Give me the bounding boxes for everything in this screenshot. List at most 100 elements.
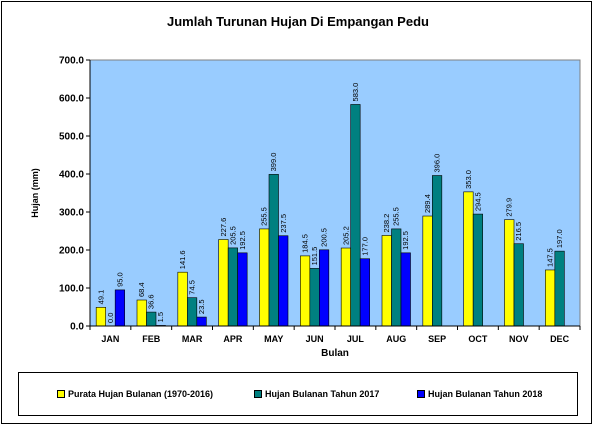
x-tick-label-oct: OCT [468, 334, 488, 344]
bar-dec-series-1 [545, 269, 556, 327]
chart-title: Jumlah Turunan Hujan Di Empangan Pedu [167, 14, 429, 29]
legend-item-series-1: Purata Hujan Bulanan (1970-2016) [57, 389, 213, 399]
bar-sep-series-1 [422, 215, 433, 327]
data-label-mar-series-1: 141.6 [178, 250, 187, 269]
data-label-may-series-2: 399.0 [269, 153, 278, 172]
x-tick-label-mar: MAR [182, 334, 203, 344]
bar-apr-series-2 [227, 247, 238, 327]
axes-layer: 0.0 100.0 200.0 300.0 400.0 500.0 600.0 700.0 JA… [59, 56, 581, 344]
legend-label-series-1: Purata Hujan Bulanan (1970-2016) [68, 389, 214, 399]
data-label-oct-series-1: 353.0 [464, 170, 473, 189]
bar-jun-series-1 [300, 255, 311, 327]
data-label-aug-series-1: 238.2 [382, 214, 391, 233]
x-tick-label-apr: APR [223, 334, 243, 344]
x-tick-label-nov: NOV [509, 334, 529, 344]
bar-jun-series-2 [309, 268, 320, 327]
bar-jul-series-3 [359, 258, 370, 327]
data-label-jun-series-3: 200.5 [320, 228, 329, 247]
data-label-feb-series-3: 1.5 [156, 312, 165, 322]
value-labels-layer: 49.10.0 95.0 68.436.61.5 141.6 74.523.5 227.6… [96, 83, 564, 323]
data-label-oct-series-2: 294.5 [473, 192, 482, 211]
legend-item-series-2: Hujan Bulanan Tahun 2017 [254, 389, 379, 399]
data-label-dec-series-2: 197.0 [555, 229, 564, 248]
bar-jan-series-1 [95, 307, 106, 327]
bar-feb-series-1 [136, 299, 147, 327]
y-tick-label: 500.0 [59, 132, 84, 143]
bar-oct-series-1 [463, 191, 474, 327]
data-label-apr-series-3: 192.5 [238, 231, 247, 250]
x-tick-label-jul: JUL [347, 334, 365, 344]
data-label-mar-series-3: 23.5 [197, 299, 206, 314]
data-label-nov-series-1: 279.9 [505, 198, 514, 217]
bar-mar-series-1 [177, 271, 188, 327]
data-label-jun-series-1: 184.5 [301, 234, 310, 253]
x-tick-label-may: MAY [264, 334, 283, 344]
x-tick-label-jun: JUN [306, 334, 324, 344]
legend-label-series-2: Hujan Bulanan Tahun 2017 [265, 389, 380, 399]
data-label-nov-series-2: 216.5 [514, 222, 523, 241]
bar-jun-series-3 [319, 249, 330, 327]
bar-aug-series-3 [400, 252, 411, 327]
data-label-jan-series-3: 95.0 [115, 272, 124, 287]
bar-mar-series-3 [196, 316, 207, 327]
data-label-mar-series-2: 74.5 [188, 280, 197, 295]
bar-may-series-1 [259, 228, 270, 327]
data-label-jul-series-1: 205.2 [341, 226, 350, 245]
bar-nov-series-1 [504, 219, 515, 327]
x-tick-label-dec: DEC [550, 334, 570, 344]
bar-sep-series-2 [432, 175, 443, 327]
data-label-jul-series-3: 177.0 [360, 237, 369, 256]
bars-layer [95, 104, 565, 327]
legend-swatch-series-2 [254, 390, 262, 398]
data-label-feb-series-2: 36.6 [147, 294, 156, 309]
legend-item-series-3: Hujan Bulanan Tahun 2018 [417, 389, 542, 399]
y-tick-label: 100.0 [59, 284, 84, 295]
data-label-apr-series-1: 227.6 [219, 218, 228, 237]
x-tick-label-aug: AUG [386, 334, 406, 344]
y-tick-label: 400.0 [59, 170, 84, 181]
bar-aug-series-2 [391, 228, 402, 327]
y-tick-label: 300.0 [59, 208, 84, 219]
bar-mar-series-2 [187, 297, 198, 327]
bar-dec-series-2 [554, 250, 565, 327]
data-label-aug-series-2: 255.5 [392, 207, 401, 226]
bar-jul-series-1 [340, 247, 351, 327]
legend-swatch-series-1 [57, 390, 65, 398]
x-tick-label-jan: JAN [101, 334, 119, 344]
data-label-sep-series-2: 396.0 [433, 154, 442, 173]
y-tick-label: 0.0 [70, 322, 84, 333]
data-label-may-series-3: 237.5 [279, 214, 288, 233]
y-tick-label: 700.0 [59, 56, 84, 67]
y-tick-label: 600.0 [59, 94, 84, 105]
data-label-jul-series-2: 583.0 [351, 83, 360, 102]
data-label-may-series-1: 255.5 [260, 207, 269, 226]
data-label-jan-series-1: 49.1 [96, 290, 105, 305]
legend-label-series-3: Hujan Bulanan Tahun 2018 [428, 389, 543, 399]
y-tick-label: 200.0 [59, 246, 84, 257]
bar-jan-series-3 [114, 289, 125, 327]
bar-apr-series-1 [218, 239, 229, 327]
x-axis-label: Bulan [321, 348, 349, 359]
bar-feb-series-2 [146, 311, 157, 327]
bar-may-series-2 [268, 174, 279, 327]
data-label-jan-series-2: 0.0 [106, 313, 115, 323]
bar-oct-series-2 [472, 213, 483, 327]
bar-may-series-3 [278, 235, 289, 327]
data-label-aug-series-3: 192.5 [401, 231, 410, 250]
data-label-jun-series-2: 151.5 [310, 247, 319, 266]
data-label-apr-series-2: 205.5 [228, 226, 237, 245]
y-axis-label: Hujan (mm) [30, 168, 40, 218]
bar-apr-series-3 [237, 252, 248, 327]
data-label-dec-series-1: 147.5 [546, 248, 555, 267]
bar-nov-series-2 [513, 243, 524, 327]
legend: Purata Hujan Bulanan (1970-2016) Hujan B… [18, 372, 578, 416]
data-label-sep-series-1: 289.4 [423, 194, 432, 213]
legend-swatch-series-3 [417, 390, 425, 398]
bar-jul-series-2 [350, 104, 361, 327]
bar-aug-series-1 [381, 235, 392, 327]
plot-area [89, 59, 581, 327]
data-label-feb-series-1: 68.4 [137, 282, 146, 297]
x-tick-label-feb: FEB [142, 334, 161, 344]
x-tick-label-sep: SEP [428, 334, 446, 344]
